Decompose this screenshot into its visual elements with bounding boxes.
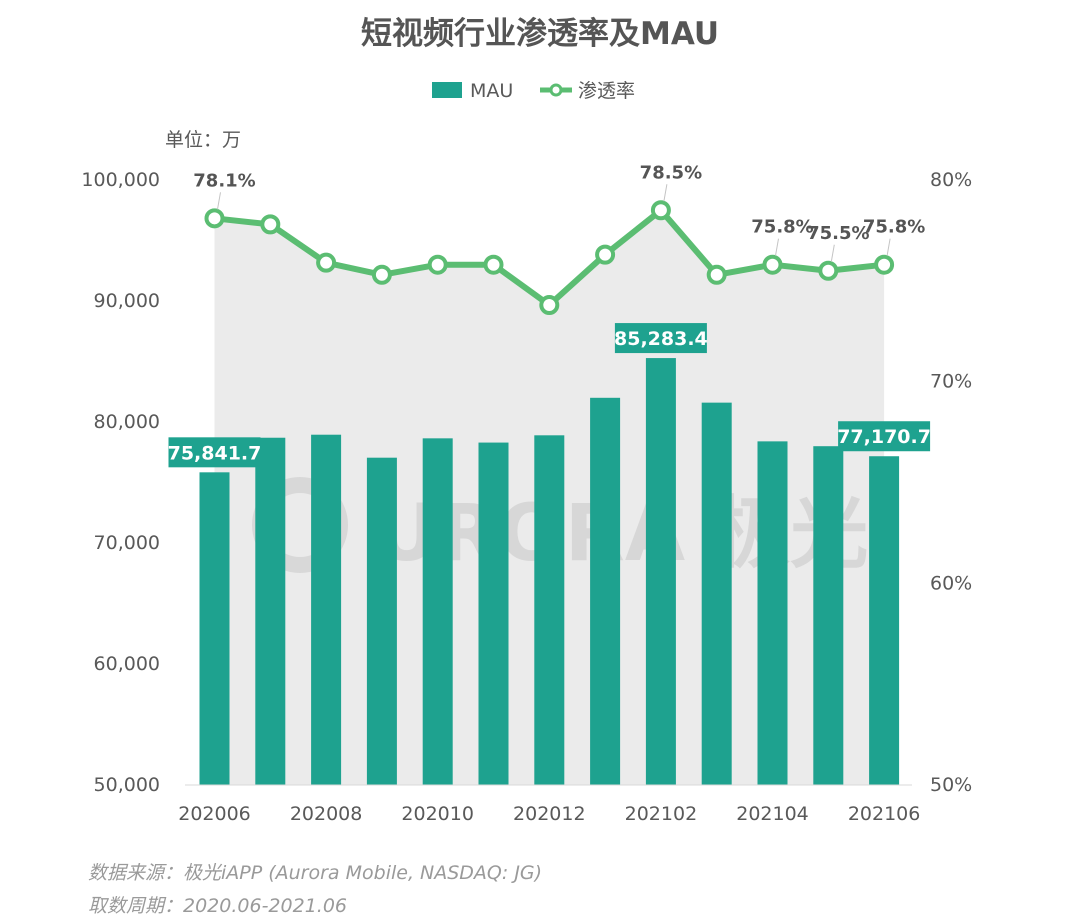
penetration-point — [762, 254, 783, 275]
x-tick-label: 202012 — [513, 803, 586, 825]
penetration-leader-line — [217, 192, 221, 210]
x-tick-label: 202008 — [290, 803, 363, 825]
penetration-point — [595, 244, 616, 265]
mau-bar — [311, 434, 342, 785]
x-tick-label: 202102 — [625, 803, 698, 825]
penetration-leader-line — [830, 244, 835, 262]
mau-bar — [534, 435, 565, 785]
mau-bars — [199, 358, 900, 785]
penetration-leader-line — [775, 238, 779, 256]
mau-bar — [422, 438, 453, 785]
mau-bar — [199, 472, 230, 785]
penetration-point — [539, 295, 560, 316]
mau-label-text: 75,841.7 — [168, 442, 262, 464]
penetration-label: 75.8% — [751, 217, 813, 238]
chart-title: 短视频行业渗透率及MAU — [361, 16, 719, 52]
mau-bar — [255, 437, 286, 785]
mau-bar — [366, 457, 397, 785]
y-left-tick-label: 60,000 — [94, 653, 160, 675]
mau-bar — [590, 397, 621, 785]
y-left-tick-label: 70,000 — [94, 532, 160, 554]
mau-label-box — [168, 437, 261, 468]
y-left-tick-label: 90,000 — [94, 290, 160, 312]
y-right-tick-label: 60% — [930, 572, 972, 594]
y-right-tick-label: 50% — [930, 774, 972, 796]
legend: MAU 渗透率 — [432, 80, 635, 102]
y-left-tick-label: 80,000 — [94, 411, 160, 433]
legend-line-marker — [549, 83, 563, 97]
penetration-point — [483, 254, 504, 275]
penetration-leader-line — [886, 238, 891, 256]
mau-data-label: 85,283.4 — [614, 323, 708, 354]
penetration-point — [818, 260, 839, 281]
legend-penetration-label: 渗透率 — [578, 80, 635, 102]
mau-bar — [757, 441, 788, 785]
penetration-point — [316, 252, 337, 273]
mau-bar — [701, 402, 732, 785]
mau-label-text: 85,283.4 — [614, 328, 708, 350]
mau-data-label: 77,170.7 — [837, 421, 931, 452]
x-tick-label: 202104 — [736, 803, 809, 825]
penetration-point — [706, 264, 727, 285]
penetration-label: 78.5% — [640, 162, 702, 183]
penetration-point — [650, 200, 671, 221]
penetration-point — [371, 264, 392, 285]
mau-bar — [645, 358, 676, 785]
data-labels: 75,841.785,283.477,170.778.1% 78.5%75.8%7… — [168, 162, 931, 468]
mau-bar — [869, 456, 900, 785]
mau-label-box — [838, 421, 931, 452]
penetration-line-layer — [204, 200, 895, 316]
mau-data-label: 75,841.7 — [168, 437, 262, 468]
penetration-leader-line — [663, 184, 668, 202]
penetration-label: 75.8% — [863, 217, 925, 238]
y-left-tick-label: 100,000 — [81, 169, 160, 191]
y-right-tick-label: 70% — [930, 371, 972, 393]
penetration-point — [427, 254, 448, 275]
footer-source: 数据来源：极光iAPP (Aurora Mobile, NASDAQ: JG) — [88, 862, 543, 884]
x-tick-label: 202006 — [178, 803, 251, 825]
x-tick-label: 202010 — [401, 803, 474, 825]
y-left-tick-label: 50,000 — [94, 774, 160, 796]
penetration-point — [260, 214, 281, 235]
penetration-point — [204, 208, 225, 229]
x-tick-label: 202106 — [848, 803, 921, 825]
mau-label-box — [614, 323, 707, 354]
unit-label: 单位：万 — [165, 129, 241, 151]
mau-bar — [478, 442, 509, 785]
legend-mau-swatch — [432, 82, 462, 98]
mau-label-text: 77,170.7 — [837, 426, 931, 448]
penetration-label: 78.1% — [193, 170, 255, 191]
legend-mau-label: MAU — [470, 80, 513, 102]
penetration-point — [874, 254, 895, 275]
penetration-label: 75.5% — [807, 223, 869, 244]
mau-bar — [813, 446, 844, 785]
y-right-tick-label: 80% — [930, 169, 972, 191]
footer-period: 取数周期：2020.06-2021.06 — [88, 895, 347, 917]
axes: 50,000 60,000 70,000 80,000 90,000 100,000 50%… — [81, 169, 972, 825]
